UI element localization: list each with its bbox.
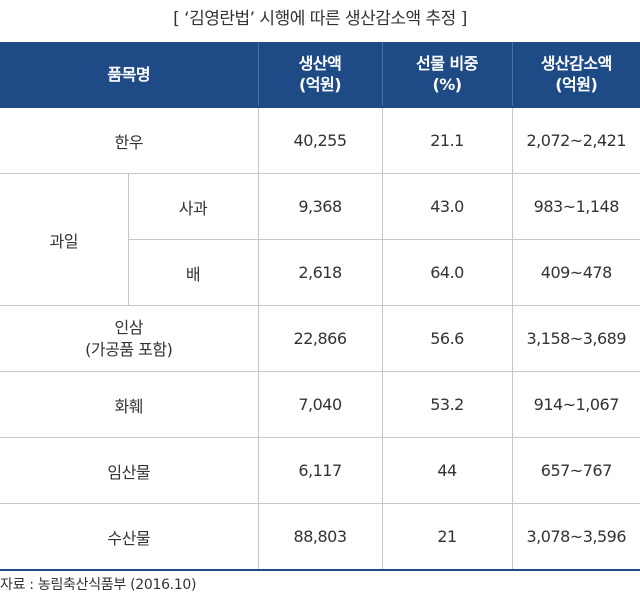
- cell-ratio-flowers: 53.2: [382, 372, 512, 438]
- table-row: 수산물 88,803 21 3,078~3,596: [0, 504, 640, 571]
- cell-ratio-pear: 64.0: [382, 240, 512, 306]
- cell-production-flowers: 7,040: [258, 372, 382, 438]
- header-row: 품목명 생산액 (억원) 선물 비중 (%) 생산감소액 (억원): [0, 42, 640, 107]
- table-row: 화훼 7,040 53.2 914~1,067: [0, 372, 640, 438]
- table-row: 한우 40,255 21.1 2,072~2,421: [0, 107, 640, 174]
- header-gift-ratio: 선물 비중 (%): [382, 42, 512, 107]
- cell-name-ginseng: 인삼 (가공품 포함): [0, 306, 258, 372]
- cell-decrease-flowers: 914~1,067: [512, 372, 640, 438]
- cell-decrease-apple: 983~1,148: [512, 174, 640, 240]
- cell-ratio-apple: 43.0: [382, 174, 512, 240]
- cell-production-ginseng: 22,866: [258, 306, 382, 372]
- source-note: 자료 : 농림축산식품부 (2016.10): [0, 574, 196, 596]
- header-production-line1: 생산액: [299, 54, 342, 73]
- table-row: 인삼 (가공품 포함) 22,866 56.6 3,158~3,689: [0, 306, 640, 372]
- cell-ratio-forest: 44: [382, 438, 512, 504]
- cell-ratio-hanwoo: 21.1: [382, 107, 512, 174]
- cell-name-pear: 배: [128, 240, 258, 306]
- cell-decrease-hanwoo: 2,072~2,421: [512, 107, 640, 174]
- table-title: [ ‘김영란법’ 시행에 따른 생산감소액 추정 ]: [0, 6, 640, 32]
- cell-name-ginseng-line2: (가공품 포함): [85, 340, 172, 359]
- table-row: 임산물 6,117 44 657~767: [0, 438, 640, 504]
- header-decrease-line2: (억원): [555, 75, 597, 94]
- cell-production-marine: 88,803: [258, 504, 382, 571]
- header-production-line2: (억원): [299, 75, 341, 94]
- cell-ratio-marine: 21: [382, 504, 512, 571]
- header-production: 생산액 (억원): [258, 42, 382, 107]
- cell-name-hanwoo: 한우: [0, 107, 258, 174]
- cell-production-apple: 9,368: [258, 174, 382, 240]
- cell-production-forest: 6,117: [258, 438, 382, 504]
- cell-decrease-pear: 409~478: [512, 240, 640, 306]
- cell-name-marine: 수산물: [0, 504, 258, 571]
- cell-name-ginseng-line1: 인삼: [115, 318, 143, 337]
- cell-group-fruit: 과일: [0, 174, 128, 306]
- cell-production-hanwoo: 40,255: [258, 107, 382, 174]
- cell-name-apple: 사과: [128, 174, 258, 240]
- cell-production-pear: 2,618: [258, 240, 382, 306]
- header-gift-ratio-line1: 선물 비중: [416, 54, 478, 73]
- cell-decrease-marine: 3,078~3,596: [512, 504, 640, 571]
- cell-ratio-ginseng: 56.6: [382, 306, 512, 372]
- cell-decrease-forest: 657~767: [512, 438, 640, 504]
- table-row: 과일 사과 9,368 43.0 983~1,148: [0, 174, 640, 240]
- header-gift-ratio-line2: (%): [432, 75, 461, 94]
- header-decrease-line1: 생산감소액: [541, 54, 612, 73]
- header-item: 품목명: [0, 42, 258, 107]
- cell-name-forest: 임산물: [0, 438, 258, 504]
- cell-decrease-ginseng: 3,158~3,689: [512, 306, 640, 372]
- cell-name-flowers: 화훼: [0, 372, 258, 438]
- header-decrease: 생산감소액 (억원): [512, 42, 640, 107]
- production-decrease-table: 품목명 생산액 (억원) 선물 비중 (%) 생산감소액 (억원) 한우 40,…: [0, 42, 640, 571]
